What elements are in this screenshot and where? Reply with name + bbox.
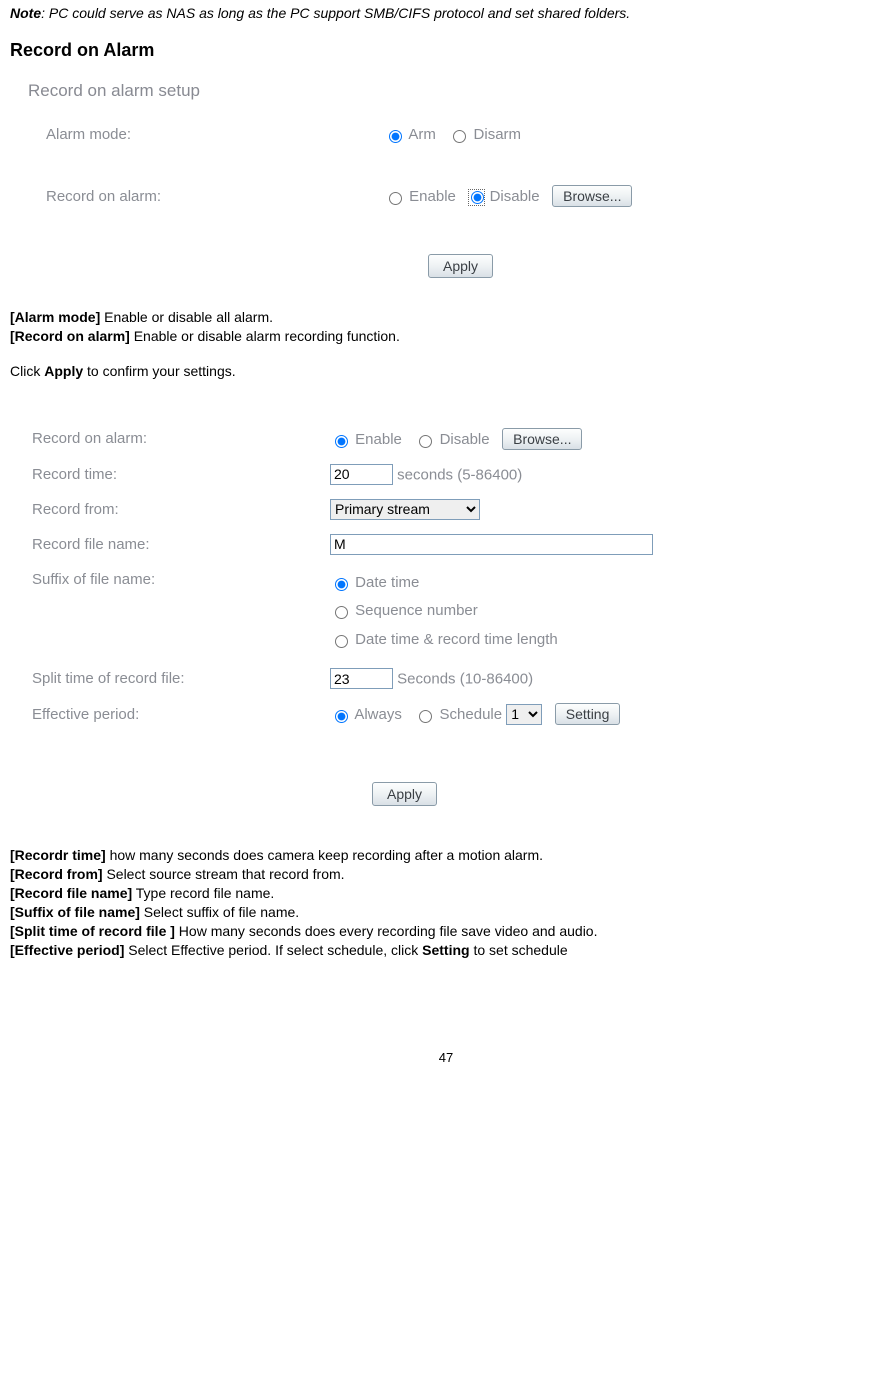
d2-l6t-post: to set schedule [470, 942, 568, 958]
page-number: 47 [10, 1050, 882, 1065]
record-file-name-input[interactable] [330, 534, 653, 555]
d2-l3b: [Record file name] [10, 885, 132, 901]
record-on-alarm-label: Record on alarm: [28, 178, 380, 214]
enable-text: Enable [409, 188, 456, 205]
record-file-name-label: Record file name: [32, 527, 326, 562]
d2-l5b: [Split time of record file ] [10, 923, 175, 939]
suffix-opt2-text: Sequence number [355, 602, 478, 619]
suffix-opt3-text: Date time & record time length [355, 631, 558, 648]
alarm-mode-arm-radio[interactable] [389, 130, 402, 143]
d2-l2t: Select source stream that record from. [103, 866, 345, 882]
record-on-alarm-disable-radio[interactable] [471, 191, 484, 204]
disable-text: Disable [490, 188, 540, 205]
apply-button-1[interactable]: Apply [428, 254, 493, 278]
d1-alarm-mode-t: Enable or disable all alarm. [100, 309, 273, 325]
d2-l5t: How many seconds does every recording fi… [175, 923, 598, 939]
browse-button[interactable]: Browse... [552, 185, 632, 207]
d2-l6b: [Effective period] [10, 942, 124, 958]
d1-click-b: Apply [44, 363, 83, 379]
p2-enable-text: Enable [355, 431, 402, 448]
panel-record-on-alarm-setup: Record on alarm setup Alarm mode: Arm Di… [10, 75, 882, 278]
alarm-mode-label: Alarm mode: [28, 119, 380, 150]
p2-enable-radio[interactable] [335, 435, 348, 448]
alarm-mode-arm-text: Arm [408, 126, 436, 143]
record-from-label: Record from: [32, 492, 326, 527]
note-line: Note: PC could serve as NAS as long as t… [10, 4, 882, 22]
d1-alarm-mode-b: [Alarm mode] [10, 309, 100, 325]
suffix-opt1-radio[interactable] [335, 578, 348, 591]
p2-browse-button[interactable]: Browse... [502, 428, 582, 450]
eff-schedule-radio[interactable] [419, 710, 432, 723]
apply-button-2[interactable]: Apply [372, 782, 437, 806]
suffix-opt3-radio[interactable] [335, 635, 348, 648]
alarm-mode-disarm-radio[interactable] [453, 130, 466, 143]
description-block-1: [Alarm mode] Enable or disable all alarm… [10, 308, 882, 381]
eff-always-text: Always [354, 706, 402, 723]
record-on-alarm-disable-focus [468, 189, 485, 206]
suffix-opt1-text: Date time [355, 574, 419, 591]
d2-l6t-pre: Select Effective period. If select sched… [124, 942, 422, 958]
d1-click-post: to confirm your settings. [83, 363, 236, 379]
d2-l3t: Type record file name. [132, 885, 274, 901]
d1-rec-t: Enable or disable alarm recording functi… [130, 328, 400, 344]
d1-click-pre: Click [10, 363, 44, 379]
effective-period-label: Effective period: [32, 696, 326, 732]
heading-record-on-alarm: Record on Alarm [10, 40, 882, 61]
p2-disable-text: Disable [440, 431, 490, 448]
record-time-hint: seconds (5-86400) [397, 466, 522, 483]
suffix-opt2-radio[interactable] [335, 606, 348, 619]
note-prefix: Note [10, 5, 41, 21]
note-text: : PC could serve as NAS as long as the P… [41, 5, 630, 21]
panel1-title: Record on alarm setup [28, 81, 882, 101]
d2-l1b: [Recordr time] [10, 847, 106, 863]
eff-schedule-select[interactable]: 1 [506, 704, 542, 725]
d1-rec-b: [Record on alarm] [10, 328, 130, 344]
split-time-input[interactable] [330, 668, 393, 689]
record-from-select[interactable]: Primary stream [330, 499, 480, 520]
panel-record-on-alarm-detail: Record on alarm: Enable Disable Browse..… [10, 415, 882, 807]
record-time-input[interactable] [330, 464, 393, 485]
description-block-2: [Recordr time] how many seconds does cam… [10, 846, 882, 959]
suffix-label: Suffix of file name: [32, 562, 326, 662]
record-on-alarm-enable-radio[interactable] [389, 192, 402, 205]
eff-always-radio[interactable] [335, 710, 348, 723]
record-time-label: Record time: [32, 457, 326, 492]
d2-l6t-b: Setting [422, 942, 469, 958]
d2-l1t: how many seconds does camera keep record… [106, 847, 543, 863]
p2-disable-radio[interactable] [419, 435, 432, 448]
p2-roa-label: Record on alarm: [32, 421, 326, 457]
d2-l4t: Select suffix of file name. [140, 904, 299, 920]
setting-button[interactable]: Setting [555, 703, 621, 725]
split-time-label: Split time of record file: [32, 661, 326, 696]
alarm-mode-disarm-text: Disarm [474, 126, 522, 143]
eff-schedule-text: Schedule [440, 706, 503, 723]
d2-l2b: [Record from] [10, 866, 103, 882]
d2-l4b: [Suffix of file name] [10, 904, 140, 920]
split-time-hint: Seconds (10-86400) [397, 671, 533, 688]
